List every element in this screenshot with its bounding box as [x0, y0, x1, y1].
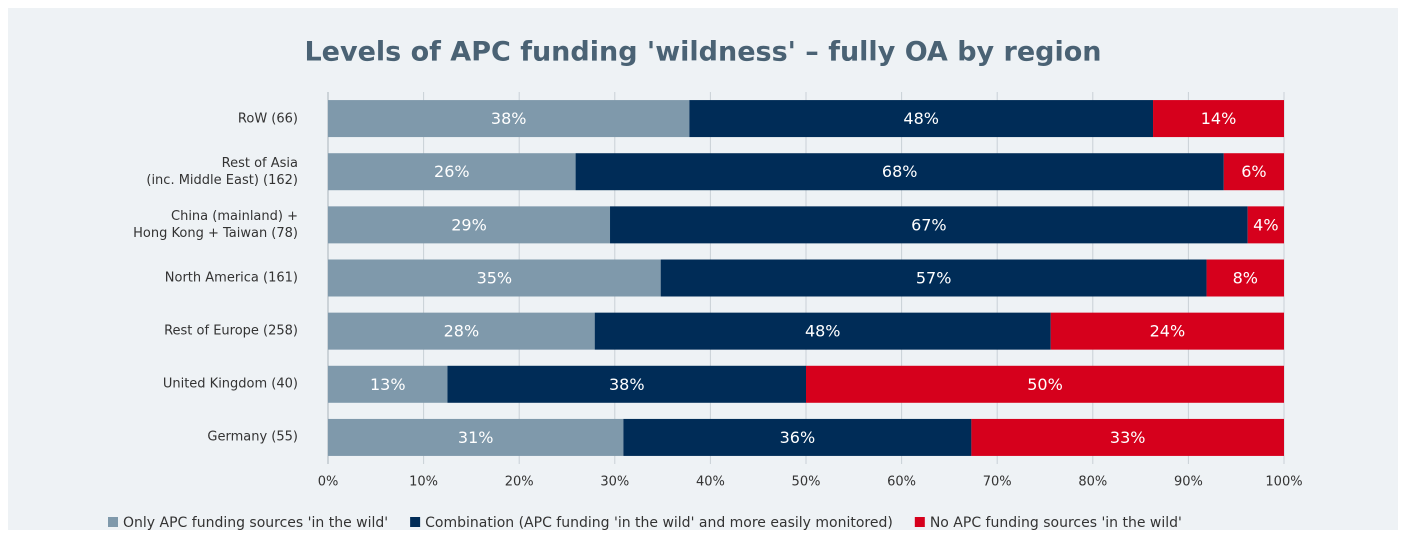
x-tick-label: 70%	[983, 475, 1012, 490]
bar-segment	[806, 365, 1284, 403]
data-label: 48%	[903, 109, 939, 128]
y-tick-label: Rest of Europe (258)	[164, 323, 298, 339]
legend-swatch	[410, 517, 421, 527]
data-label: 24%	[1150, 322, 1186, 341]
data-label: 38%	[609, 375, 645, 394]
bar-segment	[1206, 259, 1284, 297]
bar-segment	[1223, 153, 1284, 191]
bar-segment	[660, 259, 1207, 297]
legend-swatch	[914, 517, 925, 527]
data-label: 68%	[882, 162, 918, 181]
data-label: 35%	[477, 269, 513, 288]
x-tick-label: 100%	[1265, 475, 1302, 490]
y-tick-label: China (mainland) + Hong Kong + Taiwan (7…	[133, 208, 298, 241]
data-label: 50%	[1027, 375, 1063, 394]
data-label: 33%	[1110, 428, 1146, 447]
x-tick-label: 30%	[600, 475, 629, 490]
bar-segment	[971, 418, 1284, 456]
x-tick-label: 20%	[505, 475, 534, 490]
y-tick-label: Rest of Asia (inc. Middle East) (162)	[146, 155, 298, 188]
data-label: 31%	[458, 428, 494, 447]
x-tick-label: 40%	[696, 475, 725, 490]
data-label: 14%	[1201, 109, 1237, 128]
y-tick-label: United Kingdom (40)	[162, 376, 298, 392]
data-label: 6%	[1241, 162, 1266, 181]
data-label: 57%	[916, 269, 952, 288]
x-tick-label: 10%	[409, 475, 438, 490]
legend-swatch	[108, 517, 118, 527]
chart-title: Levels of APC funding 'wildness' – fully…	[304, 37, 1101, 68]
y-tick-label: North America (161)	[164, 270, 298, 286]
bar-segment	[689, 100, 1154, 138]
data-label: 29%	[451, 215, 487, 234]
legend-label: No APC funding sources 'in the wild'	[930, 515, 1182, 531]
bar-segment	[328, 418, 624, 456]
legend-label: Only APC funding sources 'in the wild'	[123, 515, 388, 531]
data-label: 8%	[1233, 269, 1258, 288]
bar-segment	[328, 206, 611, 244]
data-label: 67%	[911, 215, 947, 234]
bar-segment	[623, 418, 972, 456]
chart-panel: Levels of APC funding 'wildness' – fully…	[8, 8, 1398, 531]
y-tick-label: Germany (55)	[207, 429, 298, 445]
y-tick-label: RoW (66)	[237, 111, 298, 127]
data-label: 36%	[780, 428, 816, 447]
chart: Levels of APC funding 'wildness' – fully…	[108, 37, 1303, 531]
x-tick-label: 80%	[1078, 475, 1107, 490]
bar-segment	[1050, 312, 1284, 350]
data-label: 4%	[1253, 215, 1278, 234]
bar-segment	[328, 365, 448, 403]
data-label: 26%	[434, 162, 470, 181]
bar-segment	[447, 365, 806, 403]
bar-segment	[1153, 100, 1284, 138]
bar-segment	[328, 153, 576, 191]
bar-segment	[594, 312, 1051, 350]
bar-segment	[328, 100, 690, 138]
data-label: 13%	[370, 375, 406, 394]
data-label: 28%	[444, 322, 480, 341]
bar-segment	[575, 153, 1224, 191]
bar-segment	[328, 312, 595, 350]
data-label: 38%	[491, 109, 527, 128]
bar-segment	[1247, 206, 1284, 244]
legend-label: Combination (APC funding 'in the wild' a…	[425, 515, 893, 531]
data-label: 48%	[805, 322, 841, 341]
x-tick-label: 90%	[1174, 475, 1203, 490]
bar-segment	[328, 259, 661, 297]
x-tick-label: 50%	[792, 475, 821, 490]
x-tick-label: 60%	[887, 475, 916, 490]
x-tick-label: 0%	[318, 475, 339, 490]
bar-segment	[610, 206, 1248, 244]
